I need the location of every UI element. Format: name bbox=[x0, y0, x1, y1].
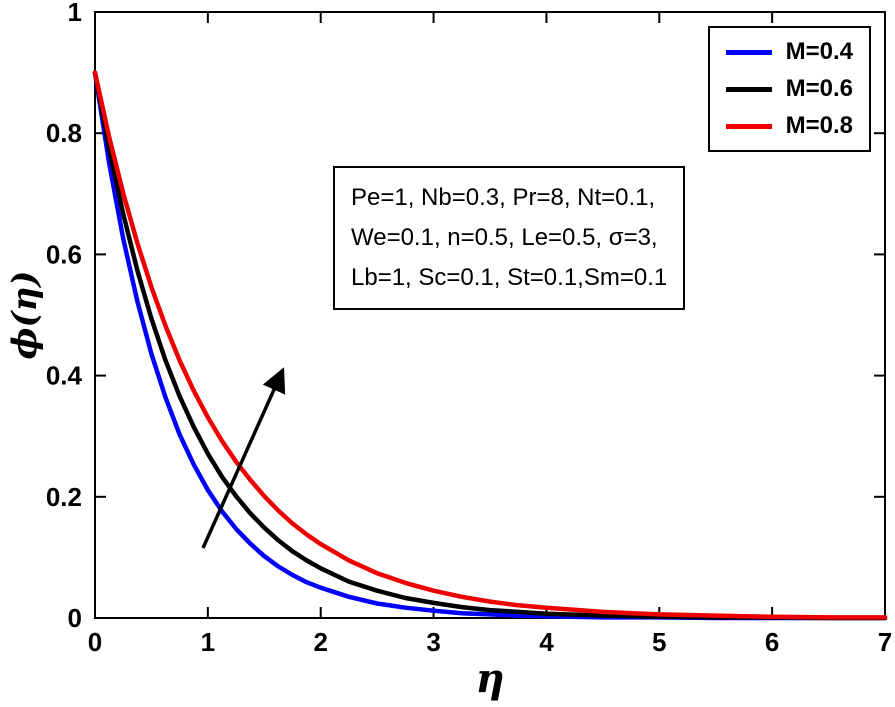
x-tick-label: 3 bbox=[426, 627, 440, 657]
y-tick-label: 0.8 bbox=[46, 118, 82, 148]
y-tick-label: 1 bbox=[68, 0, 82, 27]
x-tick-label: 1 bbox=[201, 627, 215, 657]
x-tick-label: 7 bbox=[878, 627, 892, 657]
y-axis-label: ϕ(η) bbox=[5, 271, 45, 360]
plot-border bbox=[94, 11, 886, 619]
x-tick-label: 5 bbox=[652, 627, 666, 657]
parameter-annotation: Pe=1, Nb=0.3, Pr=8, Nt=0.1, We=0.1, n=0.5… bbox=[333, 166, 686, 310]
y-tick-label: 0.2 bbox=[46, 482, 82, 512]
legend-item: M=0.8 bbox=[725, 112, 853, 139]
y-tick-label: 0.6 bbox=[46, 239, 82, 269]
legend-line-swatch bbox=[725, 49, 772, 55]
x-tick-label: 6 bbox=[765, 627, 779, 657]
legend-item: M=0.4 bbox=[725, 38, 853, 65]
legend-line-swatch bbox=[725, 123, 772, 129]
curves bbox=[92, 70, 888, 621]
axis-ticks: 0 1 2 3 4 5 6 7 0 0.2 0.4 0.6 0.8 1 bbox=[46, 0, 892, 657]
x-tick-label: 2 bbox=[313, 627, 327, 657]
curve-m-0.8 bbox=[92, 70, 888, 620]
increasing-m-arrow-icon bbox=[201, 367, 286, 549]
legend-label: M=0.6 bbox=[785, 75, 853, 102]
legend-label: M=0.4 bbox=[785, 38, 853, 65]
x-tick-label: 4 bbox=[539, 627, 554, 657]
curve-m-0.6 bbox=[92, 70, 888, 621]
y-tick-label: 0 bbox=[68, 603, 82, 633]
legend: M=0.4 M=0.6 M=0.8 bbox=[707, 26, 871, 152]
x-tick-label: 0 bbox=[88, 627, 102, 657]
annotation-line: We=0.1, n=0.5, Le=0.5, σ=3, bbox=[351, 224, 658, 251]
annotation-line: Pe=1, Nb=0.3, Pr=8, Nt=0.1, bbox=[351, 184, 656, 211]
legend-label: M=0.8 bbox=[785, 112, 853, 139]
legend-line-swatch bbox=[725, 86, 772, 92]
legend-item: M=0.6 bbox=[725, 75, 853, 102]
annotation-line: Lb=1, Sc=0.1, St=0.1,Sm=0.1 bbox=[351, 264, 668, 291]
x-axis-label: η bbox=[475, 655, 504, 702]
curve-m-0.4 bbox=[92, 70, 888, 621]
y-tick-label: 0.4 bbox=[46, 361, 83, 391]
